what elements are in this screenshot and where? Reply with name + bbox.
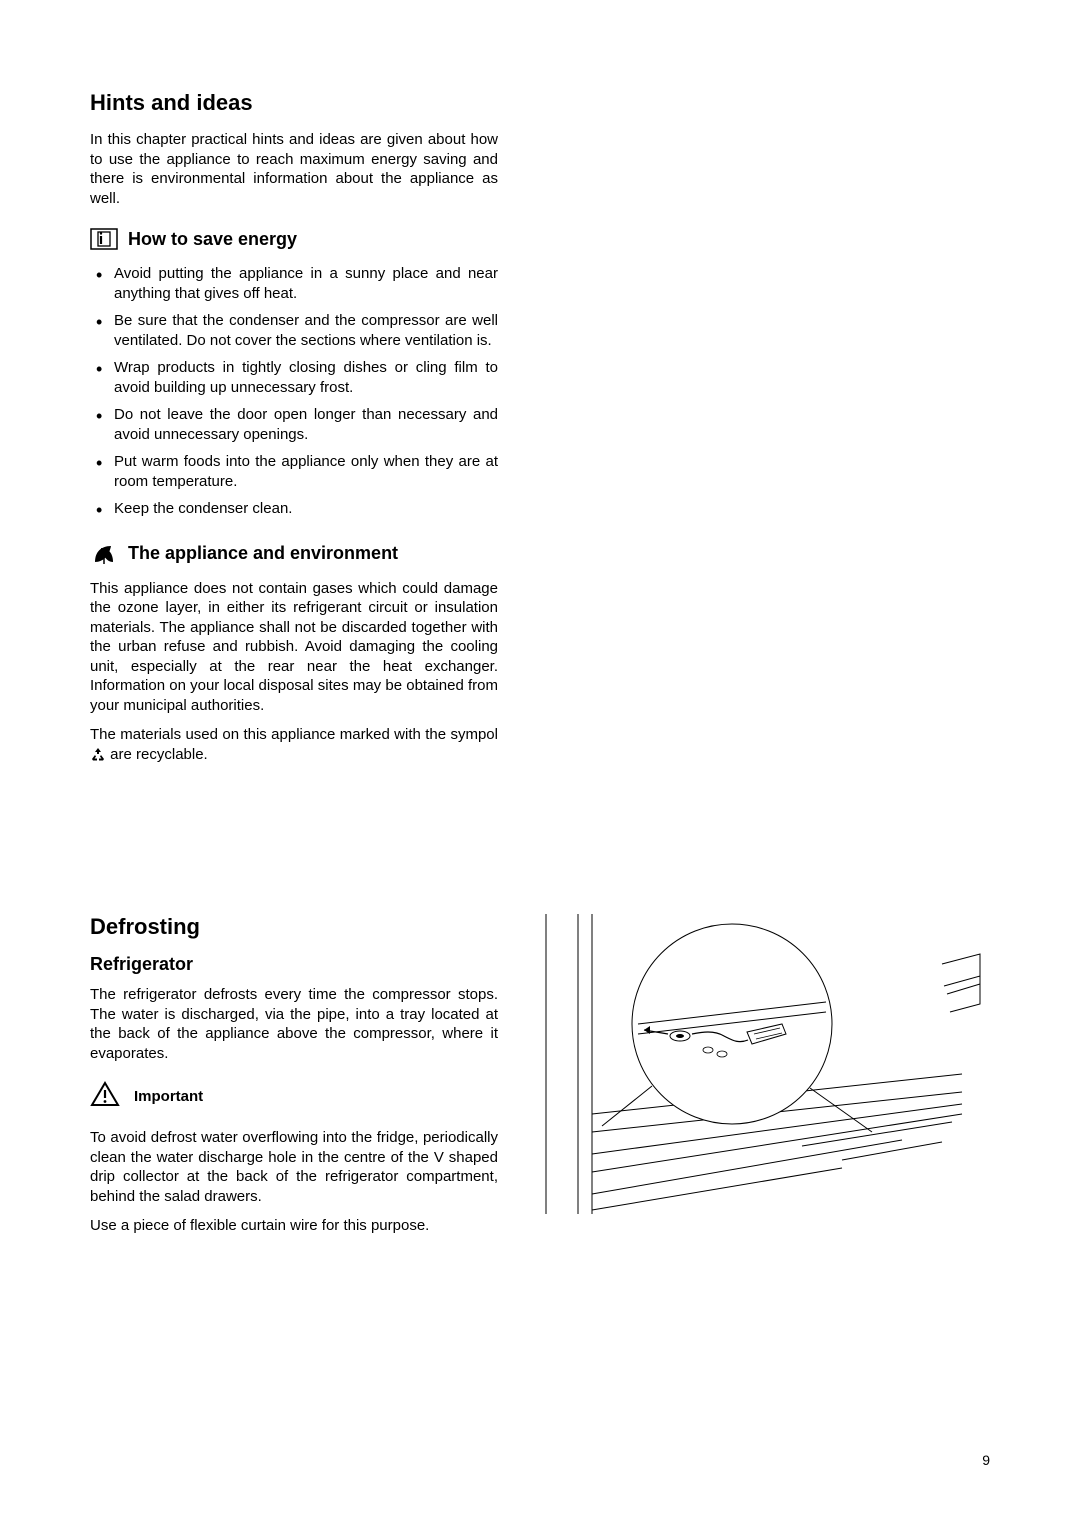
hints-section: Hints and ideas In this chapter practica… [90,90,498,764]
list-item: Avoid putting the appliance in a sunny p… [90,264,498,303]
defrost-p2: To avoid defrost water overflowing into … [90,1128,498,1206]
section-gap [90,774,990,914]
list-item: Put warm foods into the appliance only w… [90,452,498,491]
defrost-title: Defrosting [90,914,498,940]
defrost-text-col: Defrosting Refrigerator The refrigerator… [90,914,498,1246]
page-number: 9 [982,1452,990,1468]
recycle-icon [90,747,106,763]
list-item: Do not leave the door open longer than n… [90,405,498,444]
energy-list: Avoid putting the appliance in a sunny p… [90,264,498,519]
warning-icon [90,1081,120,1112]
hints-title: Hints and ideas [90,90,498,116]
important-row: Important [90,1081,498,1112]
hints-intro: In this chapter practical hints and idea… [90,130,498,208]
environment-p2: The materials used on this appliance mar… [90,725,498,764]
defrost-p3: Use a piece of flexible curtain wire for… [90,1216,498,1236]
document-page: Hints and ideas In this chapter practica… [0,0,1080,1306]
leaf-icon [90,543,118,565]
environment-heading-row: The appliance and environment [90,543,498,565]
environment-heading: The appliance and environment [128,543,398,564]
energy-heading-row: How to save energy [90,228,498,250]
defrost-section: Defrosting Refrigerator The refrigerator… [90,914,990,1246]
list-item: Keep the condenser clean. [90,499,498,519]
list-item: Be sure that the condenser and the compr… [90,311,498,350]
important-label: Important [134,1088,203,1105]
info-icon [90,228,118,250]
defrost-p1: The refrigerator defrosts every time the… [90,985,498,1063]
defrost-sub: Refrigerator [90,954,498,975]
environment-p2a: The materials used on this appliance mar… [90,726,498,743]
environment-p1: This appliance does not contain gases wh… [90,579,498,716]
defrost-diagram [542,914,982,1214]
energy-heading: How to save energy [128,229,297,250]
list-item: Wrap products in tightly closing dishes … [90,358,498,397]
environment-p2b: are recyclable. [110,746,208,763]
